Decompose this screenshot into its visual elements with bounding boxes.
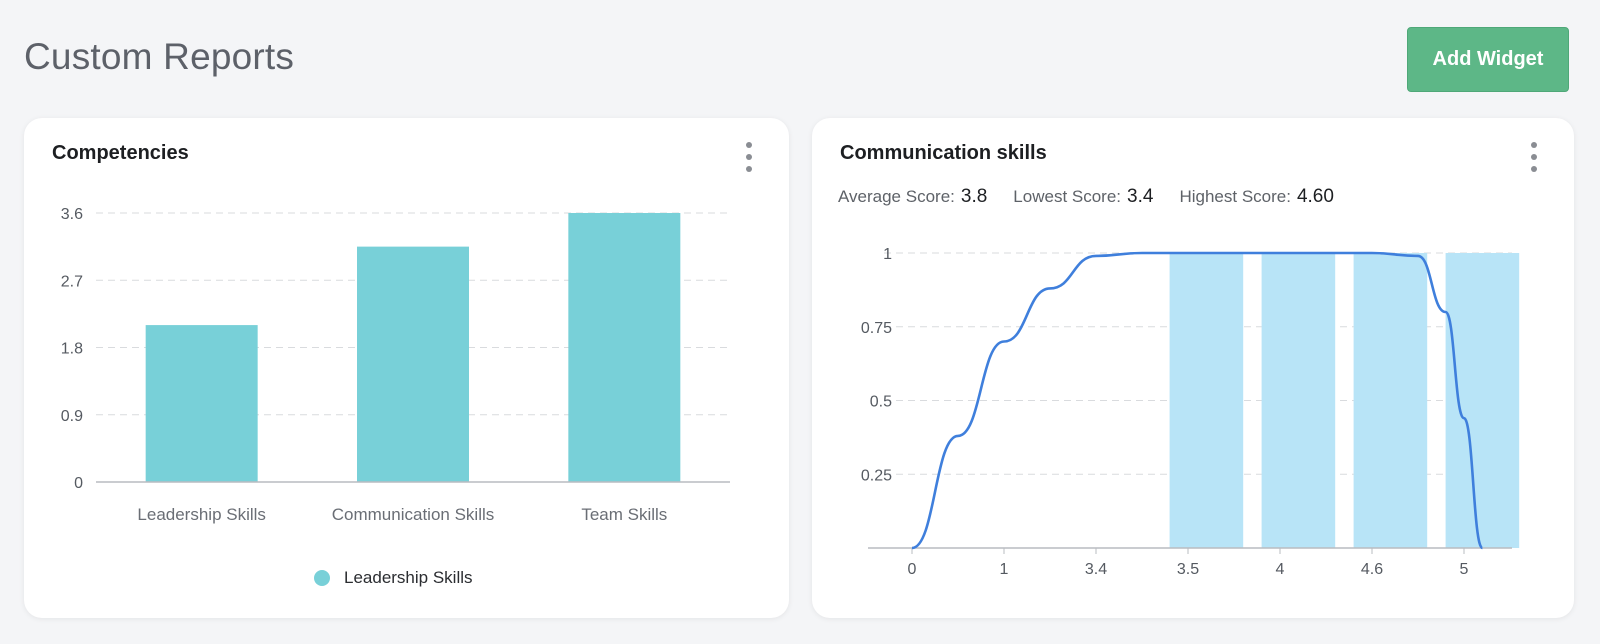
y-tick-label: 2.7: [61, 273, 83, 290]
competencies-chart: 0 0.9 1.8 2.7 3.6 Leadership Skills Communicat…: [61, 206, 730, 524]
y-tick-label: 3.6: [61, 206, 83, 223]
add-widget-button[interactable]: Add Widget: [1407, 27, 1569, 92]
average-score: Average Score: 3.8: [838, 186, 987, 208]
competencies-kebab-menu-icon[interactable]: [743, 142, 755, 172]
highest-score-value: 4.60: [1296, 186, 1334, 207]
average-score-label: Average Score:: [838, 187, 955, 206]
bar: [145, 325, 258, 482]
y-tick-label: 0.25: [861, 467, 892, 484]
x-category-label: Team Skills: [581, 505, 667, 524]
histogram-bar: [1445, 253, 1520, 548]
x-tick-label: 4: [1276, 561, 1285, 578]
x-tick-label: 1: [1000, 561, 1009, 578]
y-tick-label: 0: [74, 475, 83, 492]
bar: [568, 213, 681, 482]
legend-dot-icon: [314, 570, 330, 586]
competencies-legend: Leadership Skills: [314, 568, 473, 588]
x-tick-label: 0: [908, 561, 917, 578]
y-tick-label: 0.9: [61, 408, 83, 425]
histogram-bar: [1353, 253, 1428, 548]
x-tick-label: 3.5: [1177, 561, 1199, 578]
highest-score: Highest Score: 4.60: [1179, 186, 1333, 208]
bar: [357, 246, 469, 482]
histogram-bar: [1261, 253, 1336, 548]
competencies-card: Competencies 0 0.9 1.8 2.7 3.6 Leadership Ski…: [24, 118, 789, 618]
distribution-curve: [911, 251, 1484, 550]
communication-chart: 0.25 0.5 0.75 1 0 1 3.4 3.5 4 4.6 5: [861, 246, 1520, 578]
y-tick-label: 0.5: [870, 394, 892, 411]
lowest-score-label: Lowest Score:: [1013, 187, 1122, 206]
x-tick-label: 5: [1460, 561, 1469, 578]
communication-kebab-menu-icon[interactable]: [1528, 142, 1540, 172]
x-tick-label: 4.6: [1361, 561, 1383, 578]
y-tick-label: 1: [883, 246, 892, 263]
legend-label: Leadership Skills: [344, 568, 473, 587]
communication-title: Communication skills: [840, 142, 1047, 164]
x-category-label: Communication Skills: [332, 505, 495, 524]
x-tick-label: 3.4: [1085, 561, 1107, 578]
score-stats: Average Score: 3.8 Lowest Score: 3.4 Hig…: [838, 186, 1360, 208]
communication-card: Communication skills Average Score: 3.8 …: [812, 118, 1574, 618]
y-tick-label: 0.75: [861, 320, 892, 337]
competencies-title: Competencies: [52, 142, 189, 164]
x-category-label: Leadership Skills: [137, 505, 266, 524]
histogram-bar: [1169, 253, 1244, 548]
lowest-score-value: 3.4: [1127, 186, 1154, 207]
page-title: Custom Reports: [24, 36, 295, 77]
average-score-value: 3.8: [960, 186, 988, 207]
lowest-score: Lowest Score: 3.4: [1013, 186, 1153, 208]
y-tick-label: 1.8: [61, 341, 83, 358]
highest-score-label: Highest Score:: [1179, 187, 1291, 206]
